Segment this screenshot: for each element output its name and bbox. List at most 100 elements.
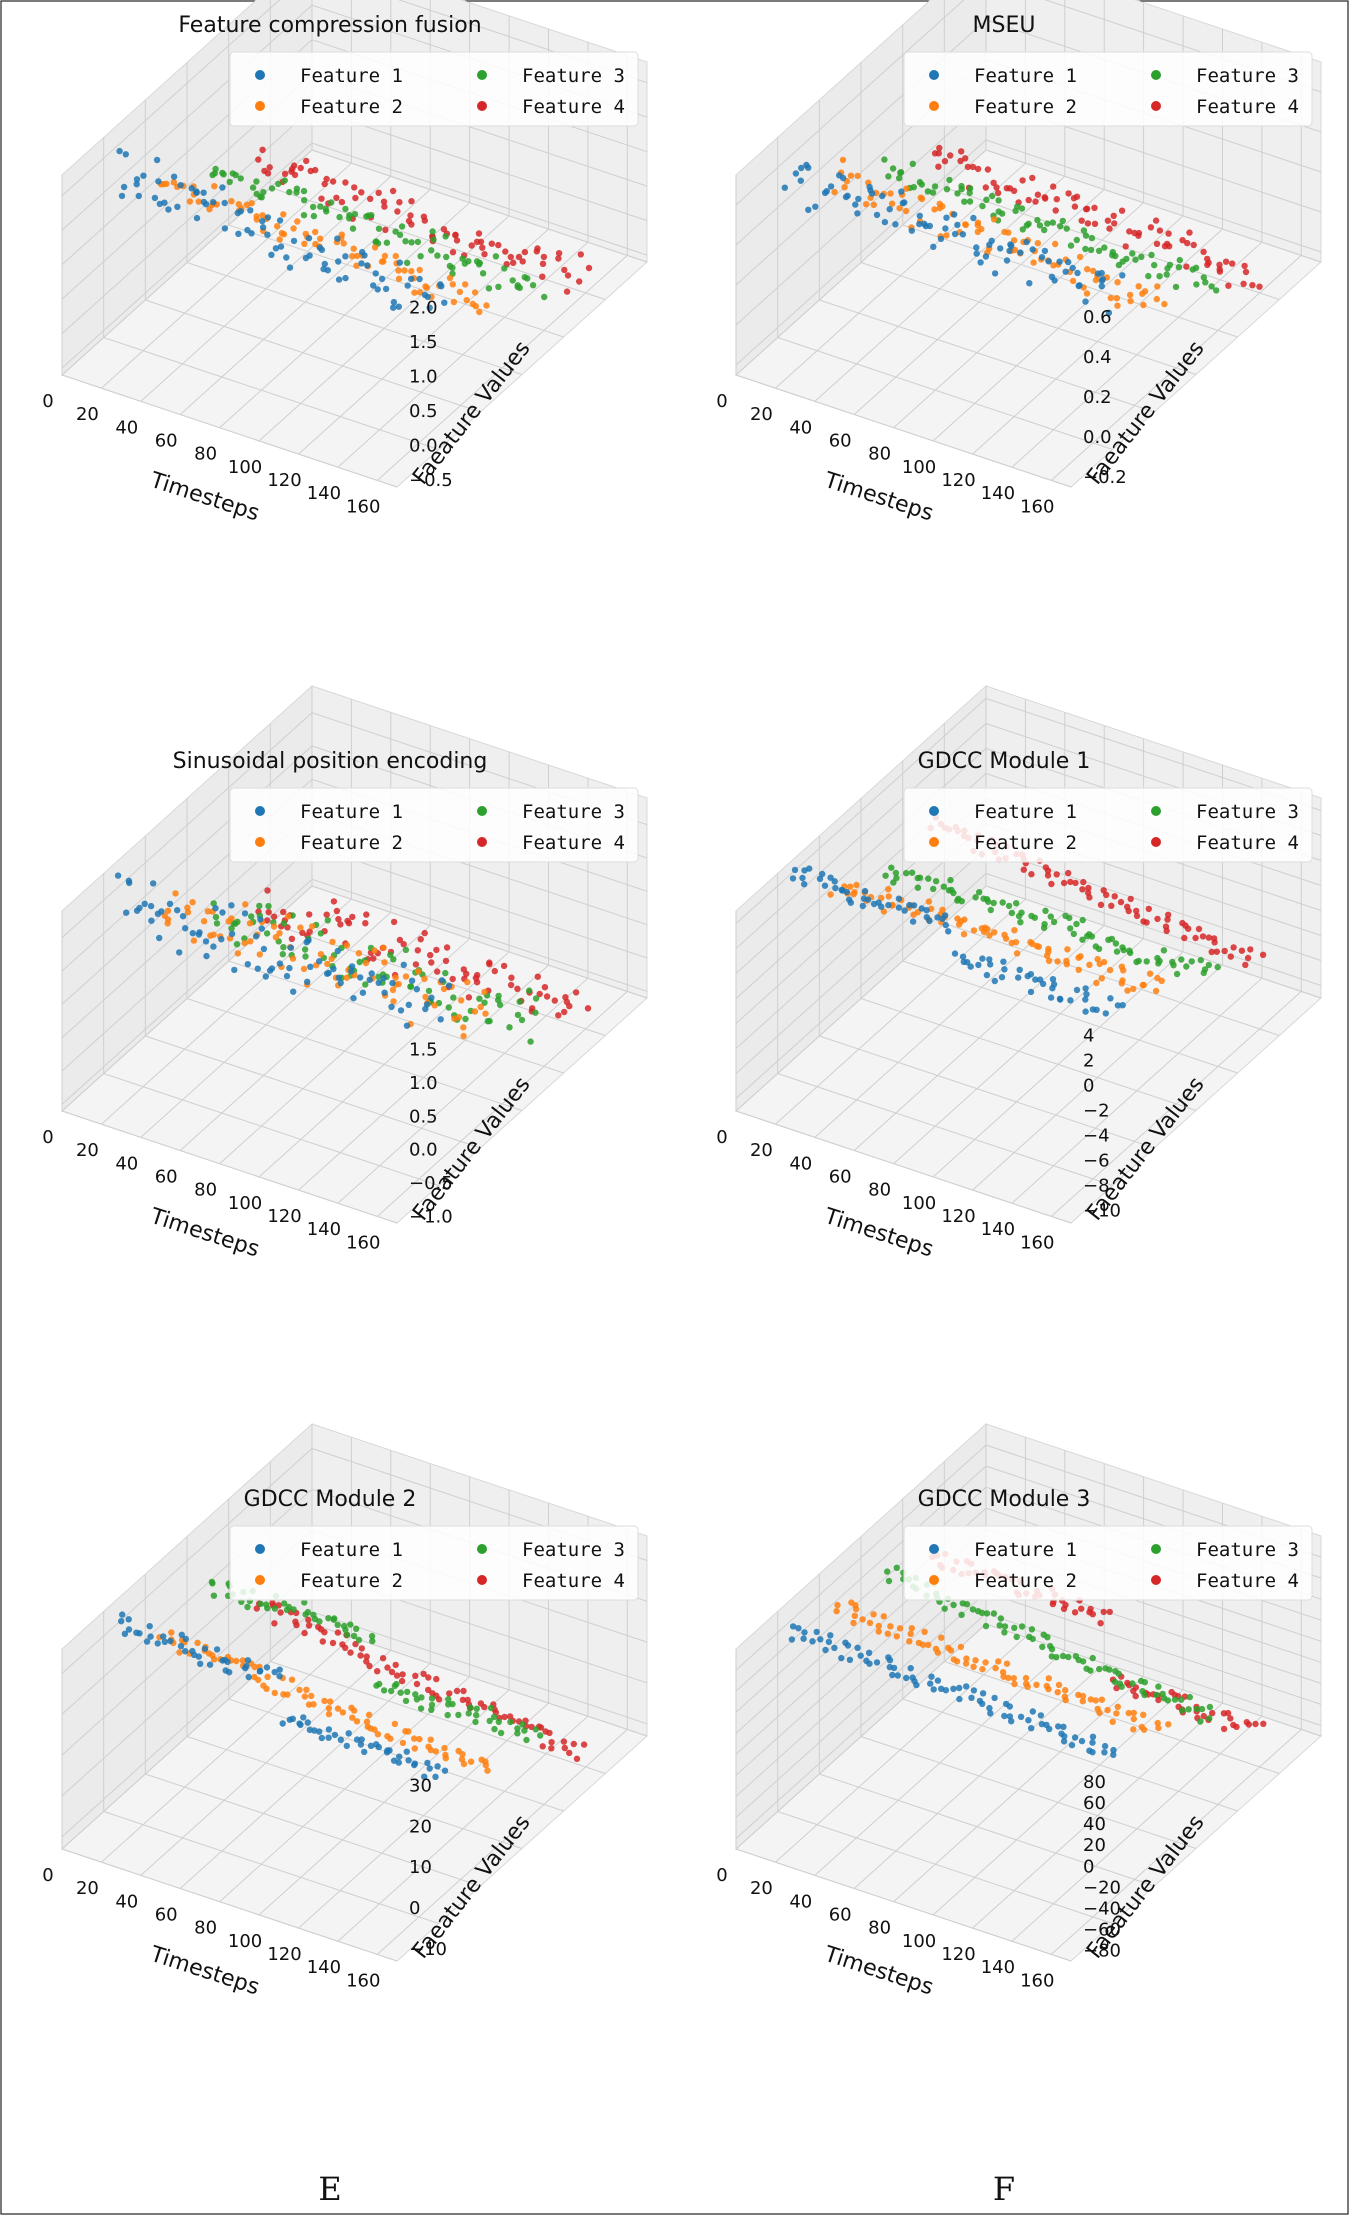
data-point [934,914,941,921]
series-4 [255,146,593,295]
series-3 [881,156,1220,294]
data-point [977,259,984,266]
legend-entry: Feature 4 [522,1570,625,1592]
data-point [371,1726,378,1733]
data-point [246,920,254,927]
data-point [122,151,129,158]
data-point [497,1729,505,1737]
data-point [491,1725,498,1733]
data-point [957,157,964,165]
data-point [234,950,242,957]
data-point [885,901,892,909]
data-point [799,874,806,882]
data-point [798,164,805,172]
data-point [1065,1653,1072,1661]
data-point [203,952,210,960]
data-point [344,1631,351,1639]
data-point [970,214,977,222]
data-point [481,1703,488,1711]
data-point [460,1687,467,1695]
data-point [114,872,122,879]
data-point [1089,1749,1096,1756]
data-point [357,1741,365,1748]
data-point [896,205,903,212]
data-point [371,244,379,251]
data-point [892,221,899,228]
data-point [381,203,388,210]
z-tick-label: −20 [1083,1877,1121,1898]
data-point [311,1727,318,1734]
data-point [481,999,488,1006]
data-point [1155,1724,1162,1732]
data-point [440,985,448,993]
data-point [116,147,123,155]
data-point [365,1711,373,1718]
legend-entry: Feature 3 [522,801,625,823]
data-point [284,913,292,920]
data-point [1010,187,1018,194]
data-point [1112,252,1119,260]
data-point [1013,900,1020,907]
data-point [901,907,908,914]
data-point [135,192,142,200]
data-point [427,1736,434,1743]
data-point [396,936,404,944]
legend-box [229,1525,639,1601]
data-point [958,1611,965,1618]
data-point [1153,1691,1160,1699]
data-point [1084,932,1091,940]
data-point [413,1680,421,1688]
z-tick-label: −10 [409,1939,447,1960]
data-point [301,240,308,247]
x-tick-label: 100 [228,1193,262,1214]
data-point [177,182,184,189]
z-tick-label: 2.0 [409,298,438,319]
data-point [861,887,869,895]
data-point [1071,1609,1079,1616]
data-point [424,293,431,301]
data-point [276,930,283,937]
data-point [1044,872,1052,879]
data-point [827,891,834,898]
data-point [380,198,388,205]
data-point [228,915,235,922]
z-tick-label: −1.0 [409,1206,453,1227]
data-point [155,178,162,185]
data-point [886,206,893,213]
data-point [397,1689,404,1696]
data-point [1095,945,1103,953]
data-point [1106,1608,1113,1616]
data-point [1154,283,1161,290]
data-point [178,1631,185,1638]
data-point [417,253,424,260]
data-point [941,158,949,165]
data-point [958,185,965,193]
data-point [1188,958,1195,965]
data-point [509,277,516,284]
data-point [334,1705,342,1712]
data-point [889,1671,896,1679]
data-point [276,217,284,224]
legend-box [229,51,639,127]
data-point [1135,232,1142,239]
data-point [978,225,985,233]
data-point [476,308,483,316]
data-point [421,1773,428,1780]
data-point [986,241,993,248]
data-point [950,1685,957,1692]
data-point [1093,1006,1100,1013]
grid-line-y [186,262,523,375]
x-tick-label: 100 [902,457,936,478]
data-point [210,199,217,206]
data-point [1103,891,1110,899]
z-tick-label: −80 [1083,1941,1121,1962]
data-point [299,929,306,936]
data-point [398,223,406,230]
data-point [193,214,201,222]
data-point [893,874,900,882]
data-point [1098,1696,1106,1703]
data-point [402,238,409,245]
data-point [396,1753,403,1760]
data-point [1089,1739,1096,1746]
data-point [982,1622,990,1630]
